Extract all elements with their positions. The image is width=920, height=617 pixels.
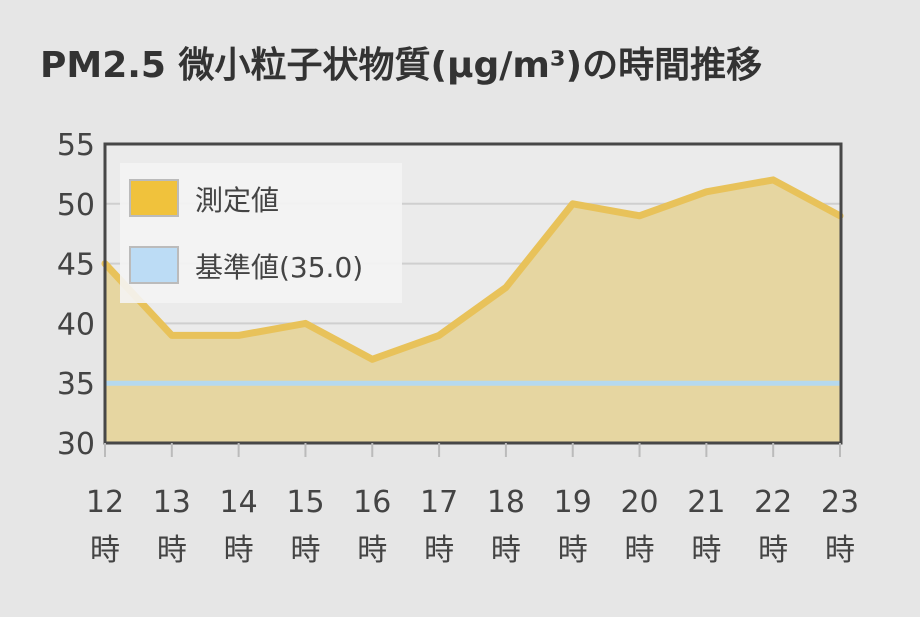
x-tick-label: 17: [420, 485, 458, 520]
x-tick-label: 13: [153, 485, 191, 520]
x-tick-unit: 時: [224, 533, 254, 568]
x-tick-unit: 時: [691, 533, 721, 568]
measured-point: [569, 200, 576, 207]
legend-swatch: [129, 179, 179, 217]
x-tick-unit: 時: [357, 533, 387, 568]
chart-series: [101, 176, 844, 443]
x-tick-unit: 時: [625, 533, 655, 568]
x-tick-unit: 時: [424, 533, 454, 568]
x-tick-label: 12: [86, 485, 124, 520]
measured-point: [302, 320, 309, 327]
legend-swatch: [129, 246, 179, 284]
x-tick-unit: 時: [558, 533, 588, 568]
x-tick-unit: 時: [90, 533, 120, 568]
x-tick-unit: 時: [491, 533, 521, 568]
x-axis: 12 時 13 時 14 時 15 時 16 時 17 時 18 時 19 時 20 時 21 時 22 時 23 時: [86, 443, 859, 568]
x-tick-label: 22: [754, 485, 792, 520]
x-tick-label: 18: [487, 485, 525, 520]
legend-label: 基準値(35.0): [195, 251, 363, 284]
y-tick-label: 45: [57, 248, 95, 283]
measured-line: [101, 176, 844, 363]
measured-point: [168, 332, 175, 339]
y-axis: 30 35 40 45 50 55: [57, 128, 95, 462]
y-tick-label: 40: [57, 307, 95, 342]
measured-point: [436, 332, 443, 339]
x-tick-label: 20: [620, 485, 658, 520]
legend-label: 測定値: [195, 184, 279, 217]
x-tick-label: 23: [821, 485, 859, 520]
x-tick-unit: 時: [758, 533, 788, 568]
x-tick-label: 15: [286, 485, 324, 520]
x-tick-label: 19: [554, 485, 592, 520]
measured-point: [502, 284, 509, 291]
y-tick-label: 35: [57, 367, 95, 402]
measured-point: [369, 356, 376, 363]
y-tick-label: 55: [57, 128, 95, 163]
y-tick-label: 50: [57, 188, 95, 223]
plot-frame: [103, 142, 843, 445]
measured-point: [703, 188, 710, 195]
measured-point: [235, 332, 242, 339]
chart-title: PM2.5 微小粒子状物質(μg/m³)の時間推移: [40, 45, 763, 86]
x-tick-unit: 時: [290, 533, 320, 568]
measured-point: [636, 212, 643, 219]
x-tick-unit: 時: [157, 533, 187, 568]
measured-point: [770, 176, 777, 183]
y-tick-label: 30: [57, 427, 95, 462]
x-tick-unit: 時: [825, 533, 855, 568]
x-tick-label: 14: [220, 485, 258, 520]
x-tick-label: 21: [687, 485, 725, 520]
x-tick-label: 16: [353, 485, 391, 520]
